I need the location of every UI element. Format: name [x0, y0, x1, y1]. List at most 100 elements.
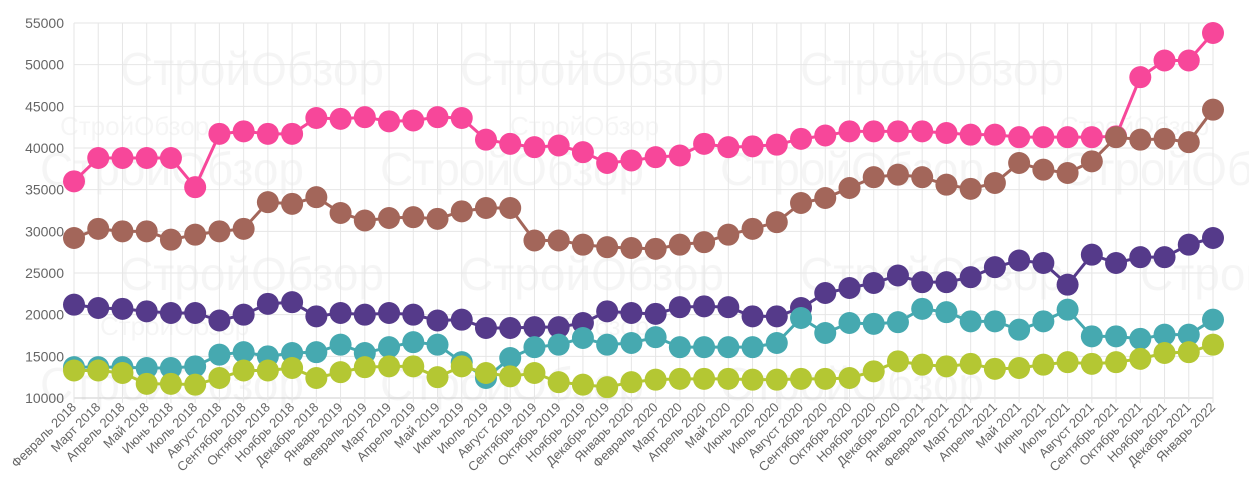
data-point	[474, 362, 497, 384]
watermark-text: СтройОбзор	[800, 43, 1064, 95]
data-point	[474, 128, 497, 151]
data-point	[256, 191, 279, 214]
data-point	[765, 305, 788, 328]
data-point	[620, 302, 643, 324]
data-point	[111, 220, 134, 243]
data-point	[668, 233, 691, 256]
data-point	[208, 367, 231, 389]
data-point	[1177, 323, 1200, 346]
data-point	[911, 120, 934, 143]
data-point	[402, 303, 425, 326]
data-point	[668, 367, 691, 390]
data-point	[402, 109, 425, 132]
data-point	[959, 177, 982, 200]
data-point	[378, 336, 401, 359]
data-point	[814, 322, 837, 344]
data-point	[499, 317, 522, 339]
data-point	[450, 200, 473, 223]
data-point	[765, 133, 788, 156]
data-point	[596, 333, 619, 356]
data-point	[63, 170, 85, 193]
data-point	[693, 231, 716, 254]
data-point	[693, 367, 716, 390]
data-point	[426, 333, 449, 356]
data-point	[1129, 128, 1152, 151]
data-point	[838, 367, 861, 389]
data-point	[184, 302, 207, 324]
data-point	[1105, 252, 1128, 274]
y-tick-label: 30000	[25, 223, 64, 239]
data-point	[620, 237, 643, 259]
data-point	[305, 305, 328, 328]
y-axis: 10000 15000 20000 25000 30000 35000 40000 45000…	[25, 15, 64, 406]
y-tick-label: 35000	[25, 182, 64, 198]
data-point	[693, 336, 716, 359]
watermark-text: СтройОбзор	[460, 43, 724, 95]
data-point	[353, 209, 376, 232]
data-point	[1056, 126, 1079, 149]
data-point	[790, 127, 813, 150]
data-point	[983, 172, 1006, 194]
data-point	[1056, 351, 1079, 374]
data-point	[1202, 98, 1224, 121]
data-point	[426, 366, 449, 389]
data-point	[1153, 323, 1176, 346]
data-point	[305, 186, 328, 209]
data-point	[1032, 310, 1055, 333]
data-point	[402, 331, 425, 354]
data-point	[402, 206, 425, 229]
data-point	[886, 120, 909, 143]
data-point	[378, 302, 401, 324]
data-point	[620, 371, 643, 394]
data-point	[668, 296, 691, 319]
data-point	[135, 372, 158, 395]
data-point	[790, 192, 813, 214]
data-point	[838, 277, 861, 299]
data-point	[111, 147, 134, 169]
data-point	[329, 302, 352, 324]
data-point	[1080, 243, 1103, 266]
data-point	[208, 220, 231, 243]
data-point	[474, 197, 497, 219]
data-point	[741, 305, 764, 328]
data-point	[184, 373, 207, 396]
data-point	[184, 176, 207, 199]
data-point	[305, 107, 328, 129]
data-point	[329, 107, 352, 130]
data-point	[717, 136, 740, 159]
data-point	[1056, 273, 1079, 296]
data-point	[232, 303, 255, 326]
data-point	[1056, 298, 1079, 321]
data-point	[983, 256, 1006, 279]
data-point	[135, 220, 158, 243]
data-point	[523, 136, 546, 159]
data-point	[547, 134, 570, 157]
data-point	[741, 135, 764, 158]
data-point	[87, 217, 110, 240]
series-green	[63, 333, 1224, 399]
data-point	[935, 271, 958, 294]
data-point	[935, 301, 958, 324]
data-point	[426, 207, 449, 230]
data-point	[329, 202, 352, 224]
data-point	[87, 147, 110, 169]
data-point	[135, 300, 158, 323]
watermark-text: СтройОбзор	[60, 111, 209, 141]
data-point	[547, 316, 570, 339]
data-point	[111, 362, 134, 384]
data-point	[571, 327, 594, 349]
data-point	[765, 368, 788, 391]
data-point	[790, 307, 813, 329]
data-point	[353, 106, 376, 129]
data-point	[911, 271, 934, 294]
data-point	[256, 359, 279, 382]
data-point	[353, 303, 376, 326]
y-tick-label: 40000	[25, 140, 64, 156]
data-point	[499, 197, 522, 219]
data-point	[959, 266, 982, 289]
data-point	[717, 336, 740, 359]
data-point	[450, 107, 473, 129]
series-teal	[63, 297, 1224, 389]
